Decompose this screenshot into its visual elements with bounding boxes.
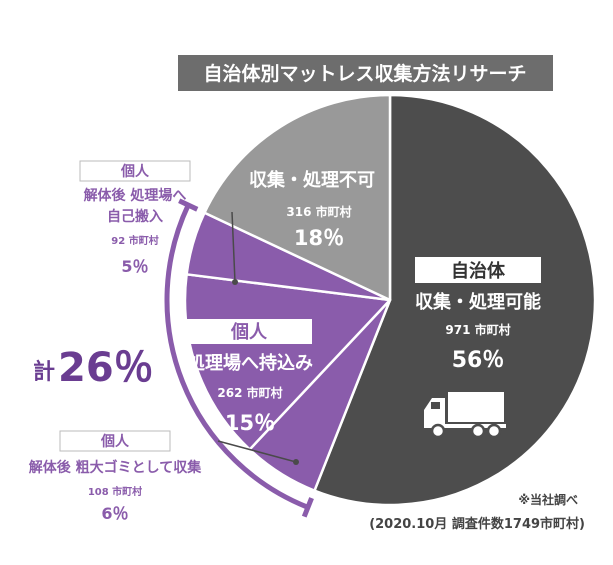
bulky-tag: 個人 (100, 433, 130, 450)
municipal-tag: 自治体 (451, 260, 506, 282)
municipal-tag-box (415, 257, 541, 283)
selfbring-percent: 5％ (121, 257, 148, 276)
bringin-label: 処理場へ持込み (187, 352, 313, 374)
selfbring-tag: 個人 (120, 163, 150, 180)
individual-bracket (164, 203, 309, 510)
impossible-count: 316 市町村 (286, 204, 351, 219)
pie-slice-bringin (183, 273, 392, 451)
municipal-count: 971 市町村 (445, 322, 510, 337)
bulky-label: 解体後 粗大ゴミとして収集 (29, 459, 202, 476)
bracket-cap-bottom (178, 198, 199, 212)
leader-dot-selfbring (232, 279, 238, 285)
pie-slices (183, 93, 597, 507)
bulky-percent: 6％ (101, 504, 128, 523)
impossible-percent: 18％ (294, 226, 344, 250)
selfbring-label-line2: 自己搬入 (107, 208, 163, 225)
leader-dot-bulky (293, 459, 299, 465)
bulky-tag-box (59, 430, 171, 452)
selfbring-label-line1: 解体後 処理場へ (84, 187, 187, 204)
bracket-cap-top (301, 497, 314, 518)
chart-title-box (178, 55, 553, 91)
source-detail: (2020.10月 調査件数1749市町村) (369, 516, 585, 532)
municipal-percent: 56％ (452, 348, 505, 373)
leader-line-selfbring (231, 211, 236, 283)
selfbring-count: 92 市町村 (111, 234, 158, 247)
bringin-count: 262 市町村 (217, 385, 282, 400)
impossible-label: 収集・処理不可 (249, 169, 375, 191)
bringin-tag: 個人 (230, 322, 268, 343)
individual-total-prefix: 計 (33, 359, 55, 385)
source-note: ※当社調べ (518, 492, 578, 507)
bringin-percent: 15％ (225, 411, 275, 435)
bulky-count: 108 市町村 (88, 485, 142, 498)
municipal-label: 収集・処理可能 (415, 291, 541, 313)
pie-slice-municipal (313, 93, 597, 507)
selfbring-tag-box (79, 160, 191, 182)
chart-title: 自治体別マットレス収集方法リサーチ (203, 62, 526, 85)
pie-slice-impossible (203, 93, 392, 302)
individual-total-percent: 26％ (58, 345, 154, 391)
truck-icon (424, 392, 506, 439)
leader-line-bulky (217, 440, 297, 463)
bringin-tag-box (186, 319, 312, 344)
